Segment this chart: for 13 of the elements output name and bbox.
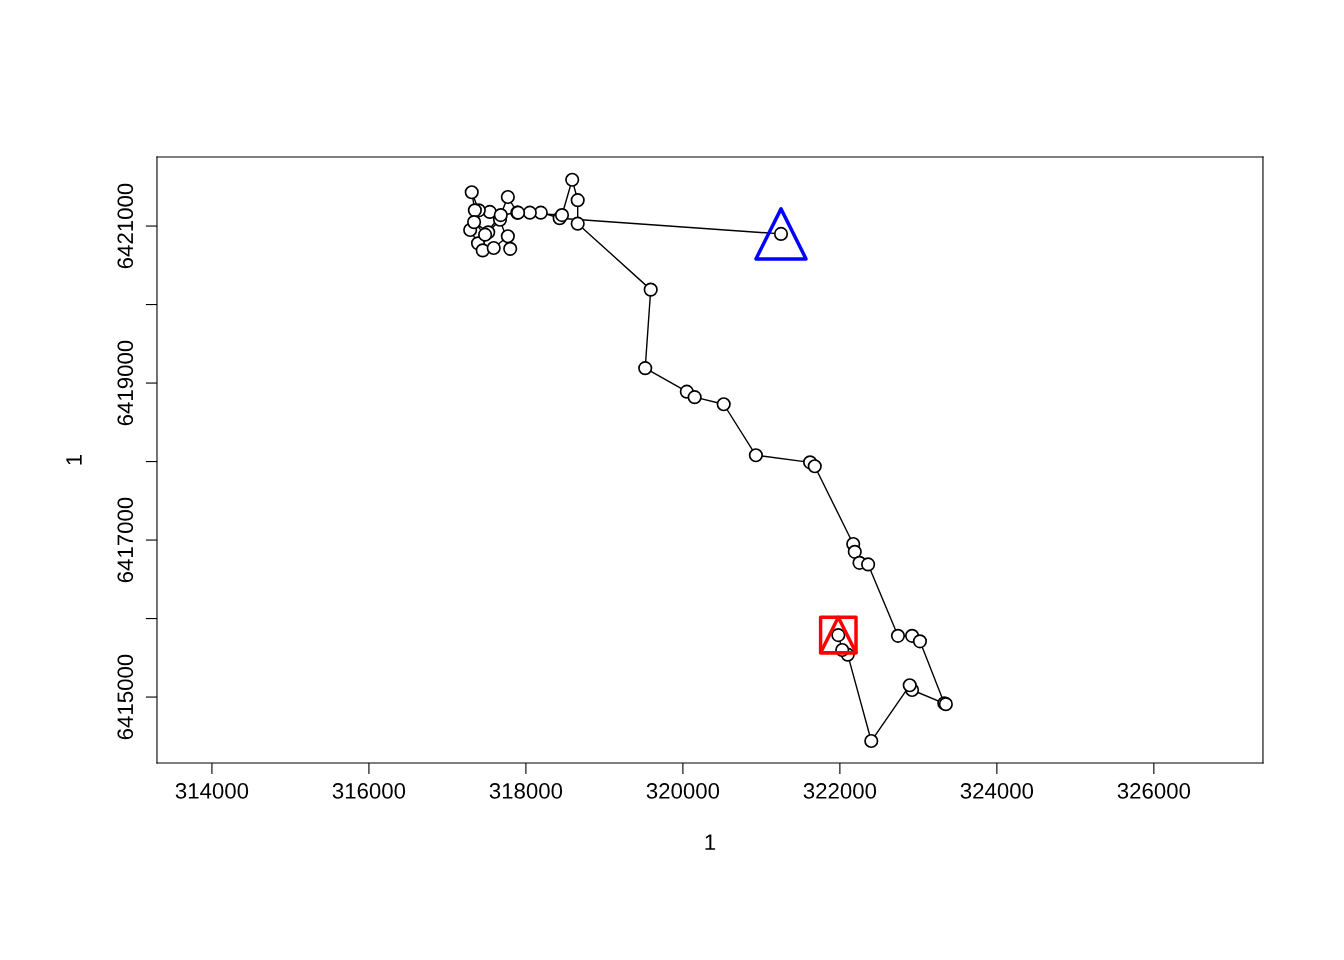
y-tick-label: 6415000 [117,654,134,740]
x-tick-label: 326000 [1117,783,1191,799]
x-axis-title: 1 [705,834,716,850]
x-tick-label: 320000 [646,783,720,799]
x-tick-label: 314000 [175,783,249,799]
y-tick-label: 6419000 [117,340,134,426]
y-tick-label: 6417000 [117,497,134,583]
x-tick-label: 324000 [960,783,1034,799]
y-tick-label: 6421000 [117,183,134,269]
y-axis-title: 1 [66,454,82,465]
x-tick-label: 322000 [803,783,877,799]
x-tick-label: 316000 [332,783,406,799]
x-tick-label: 318000 [489,783,563,799]
